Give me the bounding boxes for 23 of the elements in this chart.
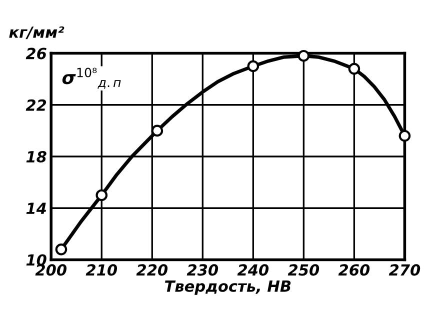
x-tick-label: 230 <box>186 264 218 276</box>
annotation: σ$^{10⁸}$$_{д.п}$ <box>62 68 121 89</box>
x-tick-label: 200 <box>35 264 67 276</box>
point <box>55 244 68 256</box>
y-tick-label: 26 <box>26 48 46 60</box>
y-tick-label: 18 <box>26 150 46 163</box>
point <box>151 124 164 137</box>
point <box>348 62 360 75</box>
x-tick-label: 240 <box>237 264 269 276</box>
y-tick-label: 22 <box>26 99 46 111</box>
y-tick-label: 14 <box>26 202 46 214</box>
point <box>247 60 260 72</box>
point <box>398 130 411 142</box>
y-tick-label: 10 <box>26 254 46 266</box>
x-axis-title: Твердость, НВ <box>164 280 291 295</box>
y-axis-title: кг/мм² <box>9 26 64 40</box>
x-tick-label: 220 <box>136 264 168 276</box>
point <box>96 189 108 202</box>
x-tick-label: 270 <box>388 264 420 276</box>
point <box>298 50 310 62</box>
x-tick-label: 250 <box>288 264 320 276</box>
x-tick-label: 210 <box>86 264 118 276</box>
x-tick-label: 260 <box>338 264 370 276</box>
